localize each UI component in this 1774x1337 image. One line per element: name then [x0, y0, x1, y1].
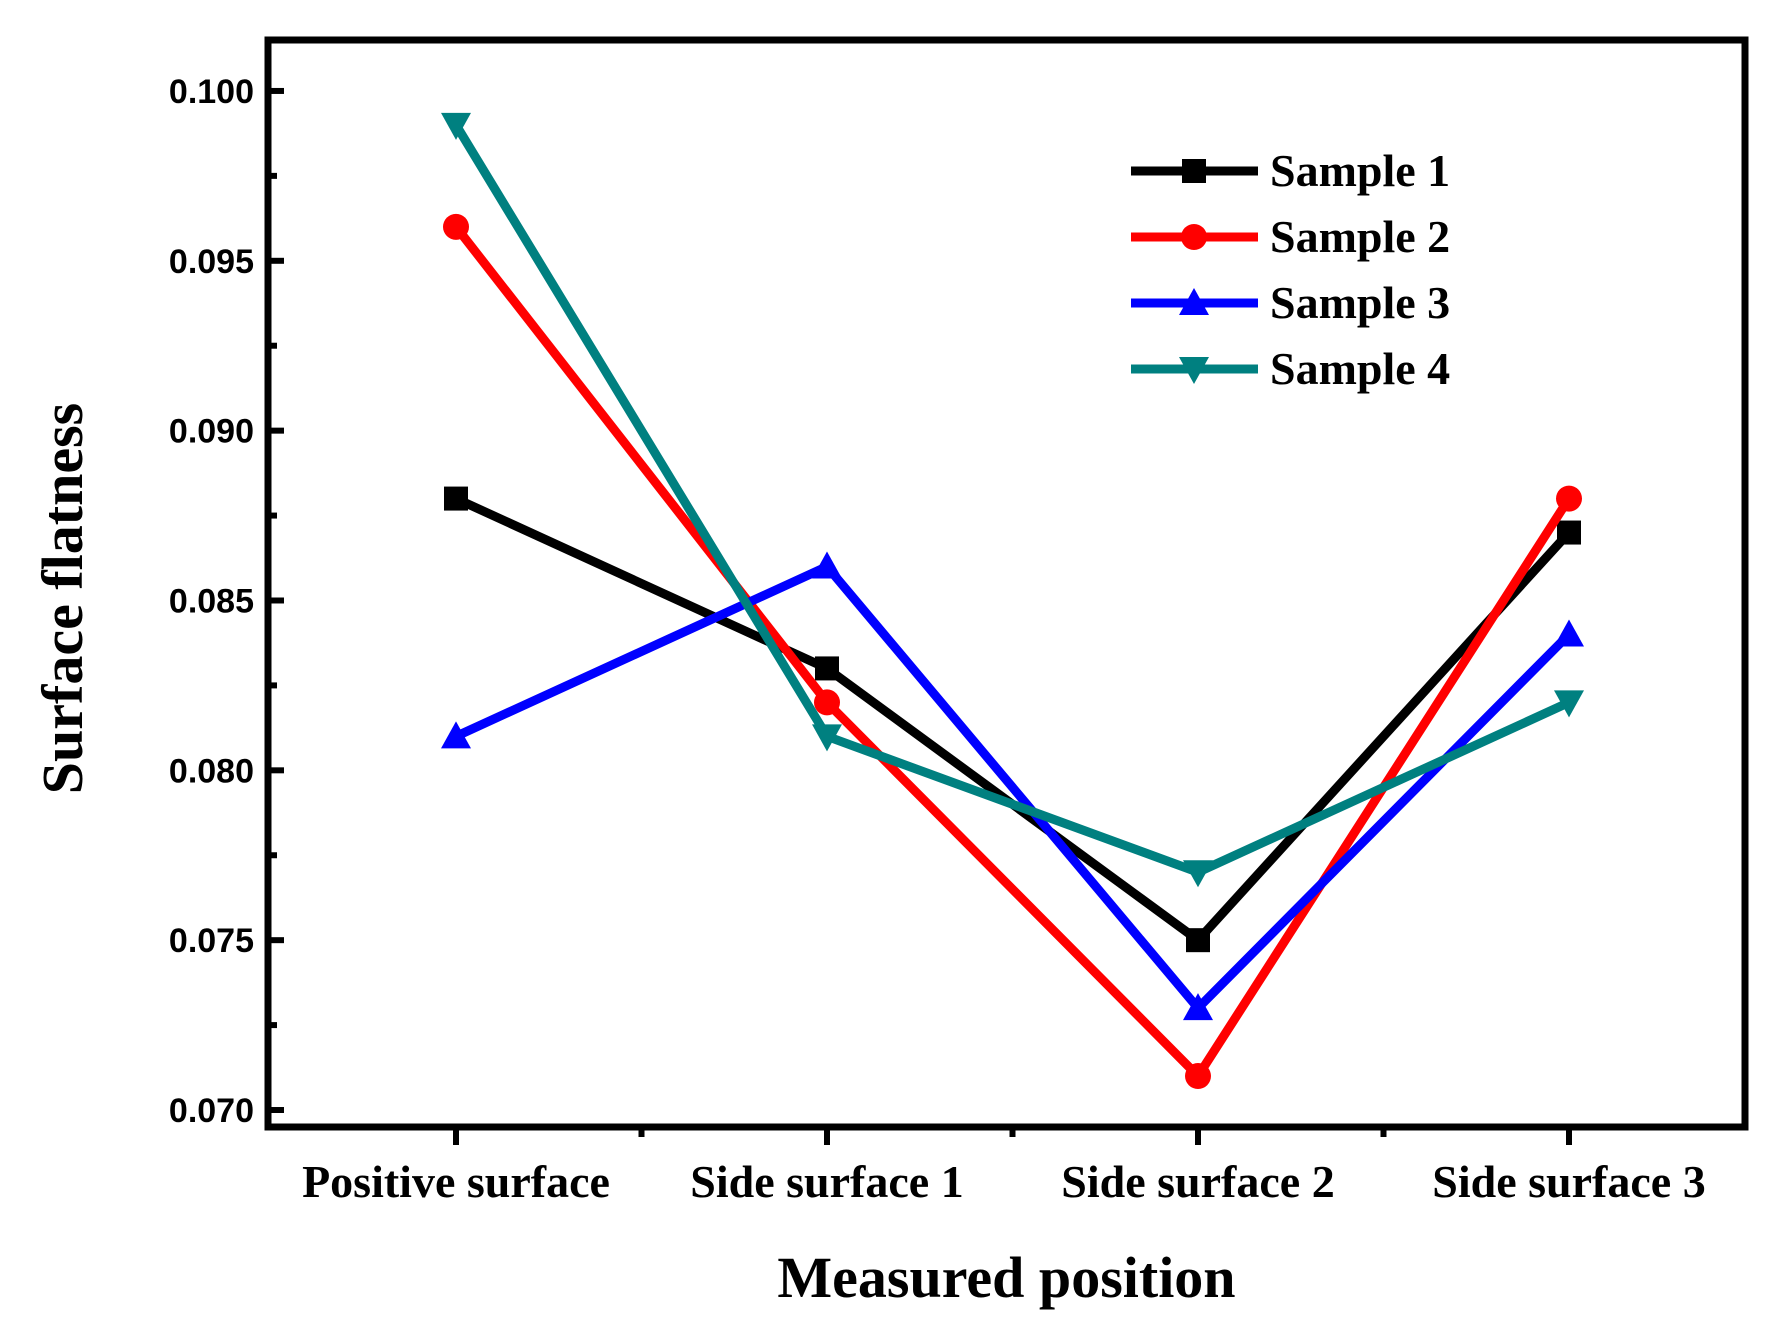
y-axis: 0.070 0.075 0.080 0.085 0.090 0.095 0.100	[169, 73, 284, 1130]
legend-item: Sample 2	[1131, 211, 1450, 262]
series-sample-3	[441, 551, 1584, 1021]
data-point	[1186, 928, 1210, 953]
series-line	[454, 560, 1573, 1015]
y-axis-title: Surface flatness	[30, 403, 95, 794]
data-point	[441, 112, 471, 140]
legend-label: Sample 4	[1270, 343, 1450, 394]
data-point	[1183, 860, 1213, 888]
y-tick-label: 0.075	[169, 922, 254, 960]
legend-item: Sample 4	[1131, 343, 1450, 394]
legend-item: Sample 3	[1131, 277, 1450, 328]
x-axis: Positive surface Side surface 1 Side surfa…	[302, 1127, 1706, 1207]
legend-label: Sample 1	[1270, 145, 1450, 196]
series-sample-4	[441, 112, 1584, 888]
legend-label: Sample 2	[1270, 211, 1450, 262]
x-tick-label: Positive surface	[302, 1156, 610, 1207]
data-point	[1183, 993, 1213, 1021]
legend-label: Sample 3	[1270, 277, 1450, 328]
legend-marker	[1181, 224, 1207, 250]
data-point	[1554, 690, 1584, 718]
series-layer	[441, 112, 1584, 1090]
data-point	[815, 656, 839, 681]
legend: Sample 1 Sample 2 Sample 3 Sample 4	[1131, 145, 1450, 394]
data-point	[443, 213, 469, 240]
data-point	[812, 551, 842, 579]
series-line	[454, 494, 1573, 947]
data-point	[1554, 619, 1584, 647]
legend-marker	[1179, 288, 1209, 315]
x-axis-title: Measured position	[777, 1245, 1235, 1310]
data-point	[1185, 1063, 1211, 1090]
y-tick-label: 0.095	[169, 243, 254, 281]
plot-frame	[264, 36, 1749, 1131]
x-tick-label: Side surface 2	[1061, 1156, 1334, 1207]
data-point	[812, 724, 842, 752]
y-tick-label: 0.090	[169, 413, 254, 451]
y-tick-label: 0.070	[169, 1092, 254, 1130]
x-tick-label: Side surface 1	[690, 1156, 963, 1207]
data-point	[1557, 520, 1581, 545]
series-line	[452, 122, 1571, 878]
legend-item: Sample 1	[1131, 145, 1450, 196]
data-point	[814, 689, 840, 716]
y-tick-label: 0.080	[169, 752, 254, 790]
legend-marker	[1182, 159, 1206, 183]
data-point	[441, 721, 471, 749]
y-tick-label: 0.085	[169, 582, 254, 620]
legend-marker	[1179, 357, 1209, 384]
series-sample-1	[444, 486, 1581, 953]
y-tick-label: 0.100	[169, 73, 254, 111]
x-tick-label: Side surface 3	[1432, 1156, 1705, 1207]
data-point	[444, 486, 468, 511]
data-point	[1556, 485, 1582, 512]
